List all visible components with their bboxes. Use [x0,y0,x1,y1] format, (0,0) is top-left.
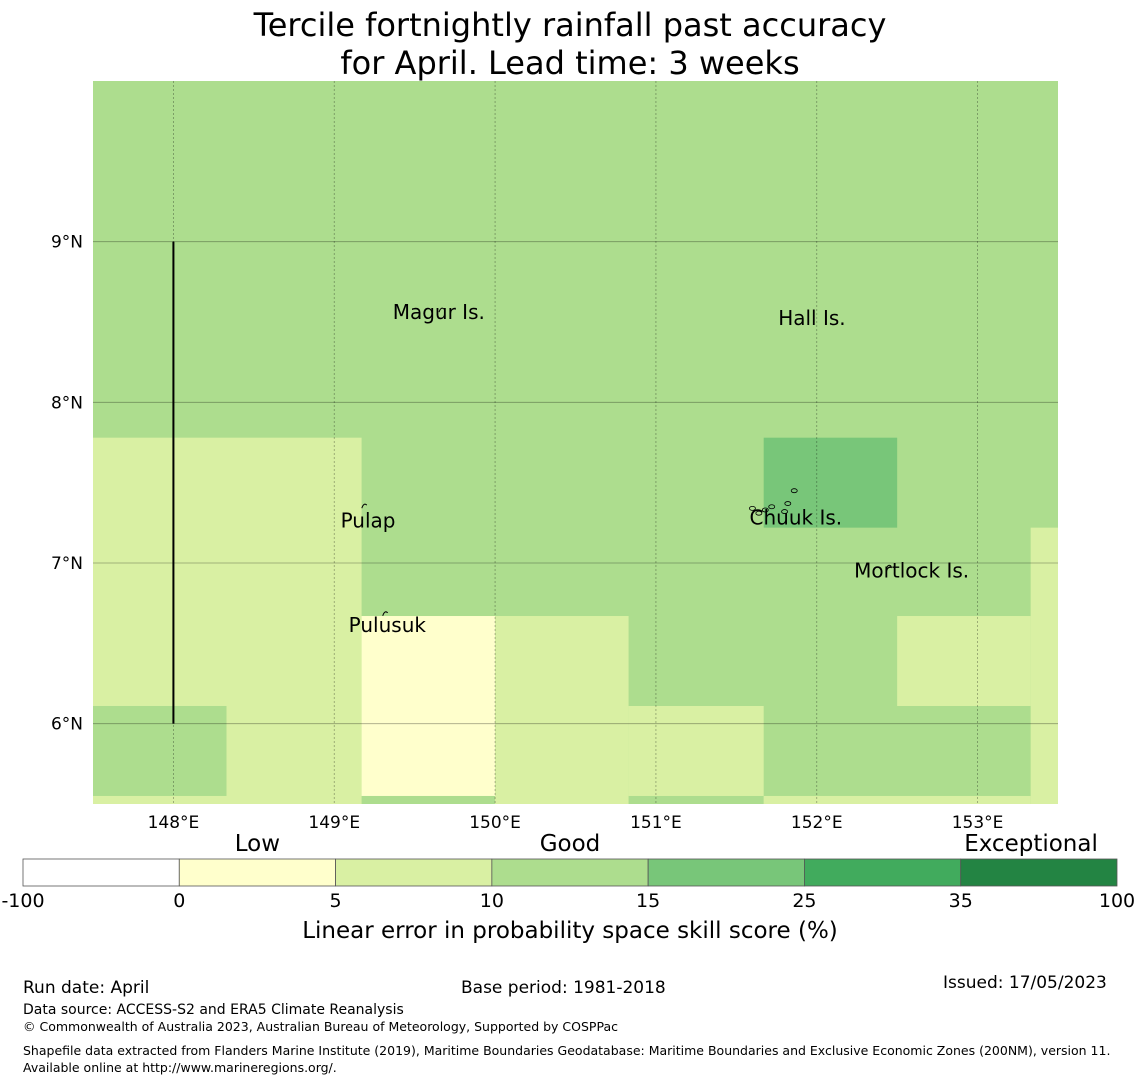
place-label: Magur Is. [393,300,485,324]
island-outline [768,504,776,510]
island-outline [749,505,756,511]
colorbar-tick: 100 [1098,890,1136,912]
grid-cell [93,705,227,796]
lat-tick-label: 6°N [51,715,83,735]
island-outline [790,488,798,494]
grid-cell [763,437,898,528]
lat-tick-label: 8°N [51,393,83,413]
colorbar-tick: -100 [1,890,45,912]
grid-cell [628,705,764,804]
lon-tick-label: 150°E [469,813,521,833]
colorbar-segment [960,858,1118,887]
lon-tick-label: 151°E [630,813,682,833]
colorbar-category: Good [539,831,601,857]
grid-cell [763,795,1031,804]
place-label: Pulap [341,509,396,533]
copyright: © Commonwealth of Australia 2023, Austra… [23,1019,618,1034]
colorbar-category: Low [234,831,281,857]
issued-date: Issued: 17/05/2023 [943,973,1107,993]
colorbar-segment [335,858,493,887]
grid-cell [628,795,764,804]
run-date: Run date: April [23,978,150,998]
base-period: Base period: 1981-2018 [461,978,666,998]
island-outline [885,564,892,570]
colorbar-segment [178,858,336,887]
island-outline [781,509,788,514]
colorbar-tick: 15 [636,890,661,912]
colorbar-segment [647,858,805,887]
place-label: Hall Is. [778,306,845,330]
lon-tick-label: 152°E [791,813,843,833]
colorbar-tick: 35 [948,890,973,912]
colorbar-segment [22,858,180,887]
title-line-1: Tercile fortnightly rainfall past accura… [253,6,887,44]
grid-cell [897,616,1031,706]
island-outline [784,501,792,506]
lat-tick-label: 9°N [51,233,83,253]
colorbar [22,858,1118,887]
place-label: Pulusuk [349,613,427,637]
title-line-2: for April. Lead time: 3 weeks [340,44,800,82]
lon-tick-label: 149°E [308,813,360,833]
grid-cell [495,616,629,804]
chart-title: Tercile fortnightly rainfall past accura… [0,6,1140,82]
island-outline [761,507,769,513]
skill-score-map: 148°E 149°E 150°E 151°E 152°E 153°E 9°N 8°N 7°N 6… [51,81,1058,833]
colorbar-tick: 10 [479,890,504,912]
island-outline [755,510,763,516]
grid-cell [1030,527,1058,804]
data-source: Data source: ACCESS-S2 and ERA5 Climate … [23,1002,404,1018]
place-label: Chuuk Is. [750,505,843,529]
lat-tick-label: 7°N [51,554,83,574]
colorbar-category: Exceptional [964,831,1098,857]
island-outline [361,503,368,509]
island-outline [382,611,389,616]
lon-tick-label: 153°E [952,813,1004,833]
shapefile-credit: Shapefile data extracted from Flanders M… [23,1043,1111,1075]
colorbar-tick: 0 [173,890,186,912]
colorbar-label: Linear error in probability space skill … [302,918,838,944]
colorbar-segment [491,858,649,887]
island-outline [438,307,445,313]
place-label: Mortlock Is. [854,558,969,582]
grid-cell [361,616,496,796]
colorbar-tick: 25 [792,890,817,912]
colorbar-segment [804,858,962,887]
lon-tick-label: 148°E [148,813,200,833]
colorbar-tick: 5 [329,890,342,912]
